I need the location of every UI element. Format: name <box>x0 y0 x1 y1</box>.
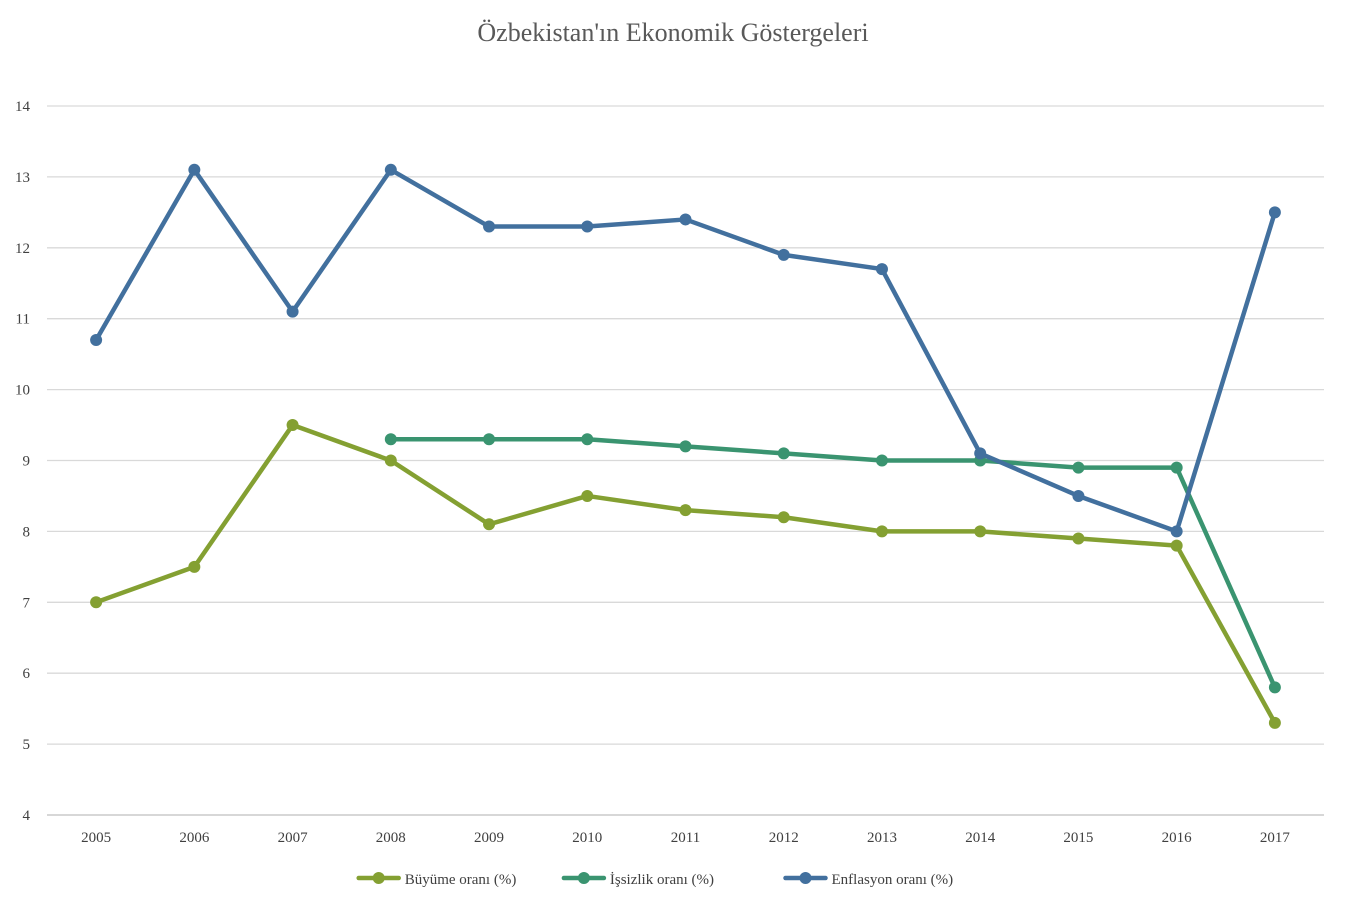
y-axis-ticks: 4 5 6 7 8 9 10 11 12 13 14 <box>15 99 31 824</box>
x-tick-label: 2010 <box>572 830 602 846</box>
legend-item: Enflasyon oranı (%) <box>783 872 954 888</box>
data-point <box>777 447 790 460</box>
x-tick-label: 2012 <box>769 830 799 846</box>
x-tick-label: 2007 <box>278 830 309 846</box>
series-group <box>384 433 1281 694</box>
data-point <box>384 163 397 176</box>
legend-swatch-marker <box>372 872 385 884</box>
data-point <box>483 433 496 446</box>
data-point <box>1170 525 1183 538</box>
legend-item: İşsizlik oranı (%) <box>561 872 714 888</box>
y-tick-label: 11 <box>16 312 30 328</box>
data-point <box>188 560 201 573</box>
legend-swatch-marker <box>799 872 812 884</box>
gridlines <box>47 105 1324 816</box>
data-point <box>581 220 594 233</box>
y-tick-label: 5 <box>23 737 31 753</box>
y-tick-label: 13 <box>15 170 30 186</box>
data-point <box>974 525 987 538</box>
legend-item: Büyüme oranı (%) <box>356 872 517 888</box>
y-tick-label: 8 <box>23 524 31 540</box>
x-tick-label: 2017 <box>1260 830 1291 846</box>
series-group <box>90 163 1281 538</box>
data-point <box>679 504 692 517</box>
series-line <box>388 436 1278 690</box>
data-point <box>286 419 299 432</box>
data-point <box>384 454 397 467</box>
x-tick-label: 2005 <box>81 830 111 846</box>
y-tick-label: 12 <box>15 241 30 257</box>
x-axis-ticks: 2005 2006 2007 2008 2009 2010 2011 2012 2013 2014… <box>81 830 1290 846</box>
data-point <box>777 248 790 261</box>
data-point <box>90 596 103 609</box>
legend: Büyüme oranı (%) İşsizlik oranı (%) Enflas… <box>356 872 954 888</box>
data-point <box>90 333 103 346</box>
x-tick-label: 2011 <box>671 830 700 846</box>
data-point <box>581 489 594 502</box>
data-point <box>1072 532 1085 545</box>
data-point <box>875 525 888 538</box>
y-tick-label: 6 <box>23 666 31 682</box>
data-point <box>483 220 496 233</box>
data-point <box>1072 461 1085 474</box>
series-group <box>90 419 1281 729</box>
legend-label: Enflasyon oranı (%) <box>832 872 954 888</box>
x-tick-label: 2016 <box>1162 830 1193 846</box>
y-tick-label: 4 <box>23 808 31 824</box>
x-tick-label: 2009 <box>474 830 504 846</box>
y-tick-label: 7 <box>23 595 31 611</box>
data-point <box>974 447 987 460</box>
data-point <box>188 163 201 176</box>
data-point <box>581 433 594 446</box>
data-point <box>875 454 888 467</box>
x-tick-label: 2014 <box>965 830 996 846</box>
x-tick-label: 2006 <box>179 830 210 846</box>
y-tick-label: 10 <box>15 383 30 399</box>
data-point <box>777 511 790 524</box>
data-point <box>1072 489 1085 502</box>
data-point <box>1268 716 1281 729</box>
legend-label: İşsizlik oranı (%) <box>610 872 714 888</box>
y-tick-label: 9 <box>23 454 31 470</box>
y-tick-label: 14 <box>15 99 31 115</box>
x-tick-label: 2015 <box>1063 830 1093 846</box>
series-lines <box>90 163 1281 729</box>
data-point <box>1170 539 1183 552</box>
data-point <box>679 213 692 226</box>
data-point <box>483 518 496 531</box>
data-point <box>286 305 299 318</box>
data-point <box>1170 461 1183 474</box>
legend-swatch-marker <box>577 872 590 884</box>
data-point <box>875 263 888 276</box>
x-tick-label: 2013 <box>867 830 897 846</box>
chart-title: Özbekistan'ın Ekonomik Göstergeleri <box>477 18 868 47</box>
x-tick-label: 2008 <box>376 830 406 846</box>
data-point <box>679 440 692 453</box>
legend-label: Büyüme oranı (%) <box>405 872 517 888</box>
data-point <box>1268 681 1281 694</box>
data-point <box>384 433 397 446</box>
data-point <box>1268 206 1281 219</box>
